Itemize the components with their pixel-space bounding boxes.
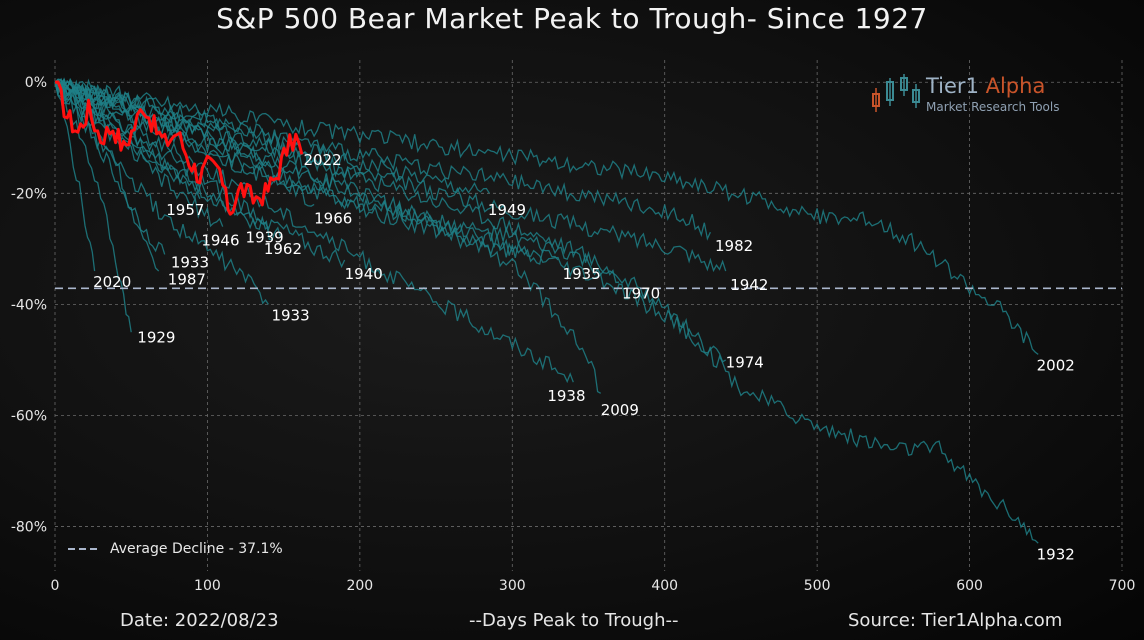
annotation-label: 2009 xyxy=(601,401,639,419)
series-line-1932 xyxy=(54,77,1039,544)
annotation-label: 1957 xyxy=(166,201,204,219)
annotation-label: 2002 xyxy=(1037,356,1075,374)
y-tick-label: -60% xyxy=(11,408,47,424)
annotation-label: 1987 xyxy=(168,270,206,288)
legend: Average Decline - 37.1% xyxy=(66,541,283,557)
y-tick-label: 0% xyxy=(25,75,47,91)
footer-date: Date: 2022/08/23 xyxy=(120,610,279,631)
annotation-label: 1966 xyxy=(314,209,352,227)
x-tick-label: 500 xyxy=(804,578,831,594)
series-line-1987 xyxy=(54,81,160,272)
x-tick-label: 700 xyxy=(1109,578,1136,594)
annotation-label: 2020 xyxy=(93,273,131,291)
x-tick-label: 200 xyxy=(346,578,373,594)
logo-name: Tier1 Alpha xyxy=(926,74,1045,98)
annotation-label: 1939 xyxy=(246,229,284,247)
logo-name-part1: Tier1 xyxy=(926,74,986,98)
chart-title: S&P 500 Bear Market Peak to Trough- Sinc… xyxy=(216,2,928,35)
logo: Tier1 Alpha Market Research Tools xyxy=(870,74,1070,118)
axis-ticks: 0 100 200 300 400 500 600 700 0% -20% -40% -60% -80% xyxy=(11,75,1136,594)
annotation-label: 1938 xyxy=(547,387,585,405)
y-tick-label: -20% xyxy=(11,186,47,202)
x-tick-label: 0 xyxy=(51,578,60,594)
series-line-1974 xyxy=(54,79,727,363)
series-line-1940 xyxy=(54,77,346,269)
x-tick-label: 600 xyxy=(956,578,983,594)
annotation-label: 1949 xyxy=(488,201,526,219)
grid xyxy=(54,60,1123,571)
series-line-1938 xyxy=(54,81,574,384)
current-line xyxy=(54,80,304,216)
annotation-label: 1933 xyxy=(271,307,309,325)
annotation-label: 1935 xyxy=(563,265,601,283)
annotation-label: 1946 xyxy=(201,232,239,250)
annotation-label: 1970 xyxy=(622,284,660,302)
footer-source: Source: Tier1Alpha.com xyxy=(848,610,1063,631)
series-line-1942 xyxy=(54,77,727,273)
x-tick-label: 300 xyxy=(499,578,526,594)
dashed-line-icon xyxy=(68,548,98,550)
annotation-label: 1974 xyxy=(726,354,764,372)
logo-tagline: Market Research Tools xyxy=(926,100,1060,114)
series-line-1982 xyxy=(54,78,711,241)
series-line-1933b xyxy=(54,82,269,305)
series-line-1946 xyxy=(54,81,224,228)
x-tick-label: 100 xyxy=(194,578,221,594)
x-tick-label: 400 xyxy=(651,578,678,594)
footer-xlabel: --Days Peak to Trough-- xyxy=(469,610,679,631)
annotation-label: 1932 xyxy=(1037,545,1075,563)
candlestick-logo-icon xyxy=(872,74,920,112)
series-line-2002 xyxy=(54,78,1039,355)
annotation-label: 1982 xyxy=(715,237,753,255)
legend-average-label: Average Decline - 37.1% xyxy=(110,541,283,557)
y-tick-label: -40% xyxy=(11,297,47,313)
annotation-label: 1940 xyxy=(345,265,383,283)
annotation-label: 1929 xyxy=(137,329,175,347)
series-line-2022 xyxy=(54,80,304,216)
series-line-1962 xyxy=(54,78,282,241)
annotation-label: 1942 xyxy=(730,276,768,294)
logo-name-part2: Alpha xyxy=(985,74,1046,98)
annotation-label: 2022 xyxy=(303,151,341,169)
annotation-label: 1962 xyxy=(264,240,302,258)
annotation-label: 1933 xyxy=(171,254,209,272)
y-tick-label: -80% xyxy=(11,520,47,536)
history-lines xyxy=(54,77,1039,544)
